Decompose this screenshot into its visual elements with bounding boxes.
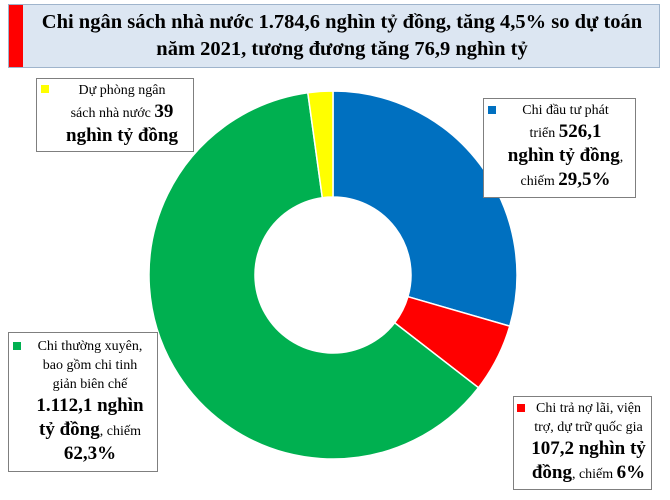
legend-marker-debt (517, 404, 525, 412)
label-debt-line2: trợ, dự trữ quốc gia (534, 420, 643, 435)
label-recurrent-value: 1.112,1 nghìn (36, 395, 144, 416)
label-recurrent-unit: tỷ đồng (39, 419, 100, 440)
label-reserve-line1: Dự phòng ngân (78, 83, 166, 98)
label-debt: Chi trả nợ lãi, viện trợ, dự trữ quốc gi… (513, 396, 652, 490)
label-recurrent-line1: Chi thường xuyên, (37, 339, 143, 354)
chart-title: Chi ngân sách nhà nước 1.784,6 nghìn tỷ … (41, 11, 643, 60)
title-banner: Chi ngân sách nhà nước 1.784,6 nghìn tỷ … (8, 4, 660, 68)
label-reserve-value: 39 (154, 101, 174, 122)
label-reserve-unit: nghìn tỷ đồng (66, 125, 178, 146)
label-debt-unit: đồng (531, 462, 572, 483)
legend-marker-investment (488, 106, 496, 114)
label-reserve-line2-text: sách nhà nước (70, 106, 155, 121)
label-investment: Chi đầu tư phát triển 526,1 nghìn tỷ đồn… (483, 98, 636, 198)
label-investment-unit: nghìn tỷ đồng (507, 145, 620, 166)
label-investment-percent: 29,5% (558, 169, 611, 190)
label-recurrent-share-text: , chiếm (99, 424, 141, 439)
label-debt-share-text: , chiếm (571, 467, 617, 482)
label-investment-line2-text: triển (529, 126, 559, 141)
label-debt-percent: 6% (616, 462, 646, 483)
legend-marker-reserve (41, 85, 49, 93)
label-investment-value: 526,1 (558, 121, 602, 142)
label-investment-line1: Chi đầu tư phát (522, 103, 609, 118)
label-investment-share-text: chiếm (520, 174, 559, 189)
label-recurrent: Chi thường xuyên, bao gồm chi tinh giản … (8, 332, 158, 472)
label-recurrent-line2: bao gồm chi tinh (42, 358, 138, 373)
label-reserve: Dự phòng ngân sách nhà nước 39 nghìn tỷ … (36, 78, 194, 152)
label-recurrent-line3: giản biên chế (52, 377, 128, 392)
label-investment-comma: , (619, 150, 624, 165)
legend-marker-recurrent (13, 342, 21, 350)
title-accent-bar (9, 5, 23, 67)
donut-hole (255, 197, 411, 353)
label-debt-line1: Chi trả nợ lãi, viện (536, 401, 641, 416)
label-recurrent-percent: 62,3% (63, 443, 117, 464)
label-debt-value: 107,2 nghìn tỷ (531, 438, 646, 459)
